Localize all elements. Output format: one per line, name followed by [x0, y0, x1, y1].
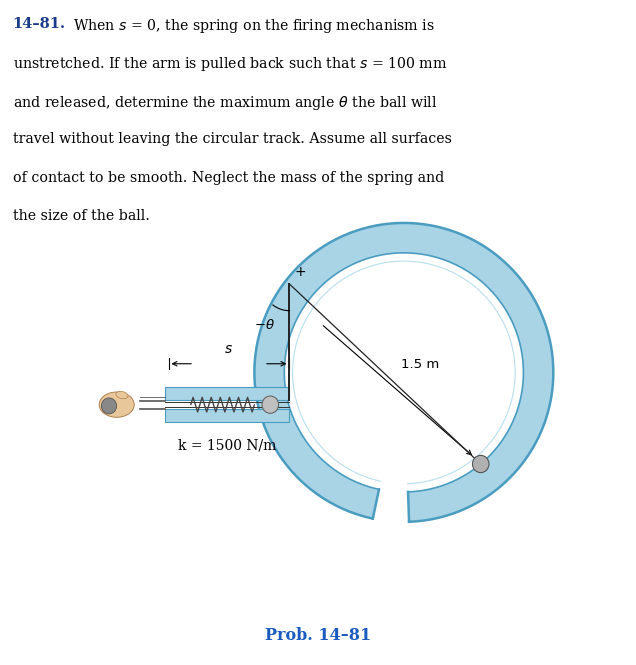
- Text: $-\theta$: $-\theta$: [254, 318, 275, 332]
- Polygon shape: [254, 223, 553, 522]
- Text: $s$: $s$: [225, 342, 233, 356]
- Circle shape: [473, 456, 489, 473]
- Text: When $s$ = 0, the spring on the firing mechanism is: When $s$ = 0, the spring on the firing m…: [73, 17, 435, 35]
- Ellipse shape: [99, 392, 134, 418]
- Text: k = 1500 N/m: k = 1500 N/m: [178, 439, 277, 453]
- Circle shape: [262, 396, 279, 413]
- Text: +: +: [294, 265, 306, 279]
- Text: unstretched. If the arm is pulled back such that $s$ = 100 mm: unstretched. If the arm is pulled back s…: [13, 55, 447, 73]
- Text: the size of the ball.: the size of the ball.: [13, 209, 149, 223]
- Text: travel without leaving the circular track. Assume all surfaces: travel without leaving the circular trac…: [13, 132, 452, 146]
- Ellipse shape: [116, 392, 128, 399]
- Text: Prob. 14–81: Prob. 14–81: [265, 626, 371, 644]
- Text: and released, determine the maximum angle $\theta$ the ball will: and released, determine the maximum angl…: [13, 94, 437, 112]
- Text: 1.5 m: 1.5 m: [401, 358, 439, 370]
- Text: 14–81.: 14–81.: [13, 17, 66, 31]
- Polygon shape: [165, 409, 289, 422]
- Text: of contact to be smooth. Neglect the mass of the spring and: of contact to be smooth. Neglect the mas…: [13, 171, 444, 185]
- Circle shape: [101, 398, 116, 414]
- Polygon shape: [165, 387, 289, 400]
